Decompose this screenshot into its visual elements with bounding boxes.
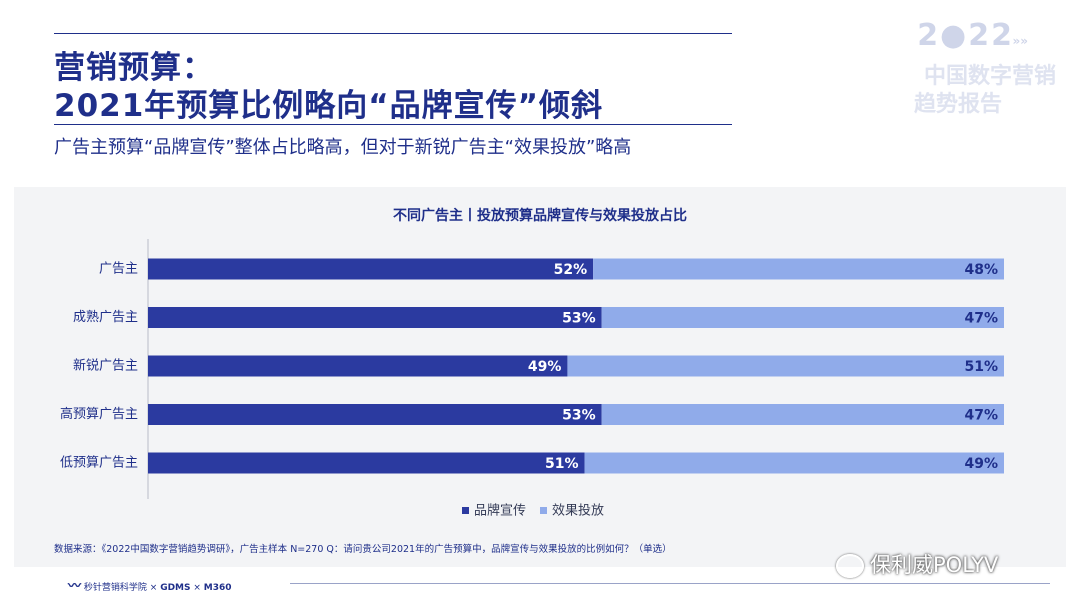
chart-panel: 不同广告主丨投放预算品牌宣传与效果投放占比 广告主 52% 48% 成熟广告主 53% 4…: [14, 187, 1066, 567]
brand-title-line2: 趋势报告: [913, 92, 1002, 117]
wechat-icon: [836, 554, 864, 578]
brand-year: 2●22: [917, 18, 1014, 53]
bar-brand: [148, 404, 602, 425]
logo-miaozhen: 秒针营销科学院: [83, 583, 147, 593]
chart-title: 不同广告主丨投放预算品牌宣传与效果投放占比: [393, 208, 687, 224]
data-label: 52%: [554, 262, 588, 278]
miaozhen-logo-icon: 〰: [68, 579, 82, 594]
bar-effect: [601, 404, 1004, 425]
brand-arrow-icon: »»: [1012, 34, 1028, 48]
data-label: 49%: [964, 456, 998, 472]
watermark: 保利威POLYV: [836, 549, 998, 579]
logo-separator: ×: [149, 583, 158, 593]
legend-swatch: [462, 507, 469, 514]
bar-brand: [148, 355, 568, 377]
category-label: 成熟广告主: [73, 309, 138, 325]
bar-brand: [148, 452, 585, 474]
logo-gdms: GDMS: [160, 583, 191, 593]
data-label: 53%: [562, 408, 596, 424]
stacked-bar-chart: 广告主 52% 48% 成熟广告主 53% 47% 新锐广告主 49% 51% 高预算广告主 53%…: [60, 239, 1004, 519]
data-label: 51%: [964, 359, 998, 375]
legend-label: 效果投放: [552, 503, 604, 519]
legend-label: 品牌宣传: [474, 503, 526, 519]
data-label: 47%: [964, 311, 998, 327]
category-label: 广告主: [99, 262, 138, 277]
data-label: 47%: [964, 408, 998, 424]
title-rule: [54, 124, 732, 125]
footer-logos: 〰 秒针营销科学院 × GDMS × M360: [68, 575, 232, 594]
data-label: 53%: [562, 311, 596, 327]
bar-brand: [148, 307, 602, 328]
bar-brand: [148, 258, 594, 280]
watermark-text: 保利威POLYV: [870, 553, 999, 577]
bar-effect: [601, 307, 1004, 328]
brand-title-line1: 中国数字营销: [923, 64, 1056, 89]
bar-effect: [584, 452, 1004, 474]
page-subtitle: 广告主预算“品牌宣传”整体占比略高，但对于新锐广告主“效果投放”略高: [54, 137, 632, 158]
bar-effect: [567, 355, 1004, 377]
page-title-line2: 2021年预算比例略向“品牌宣传”倾斜: [54, 88, 604, 124]
legend-swatch: [540, 507, 547, 514]
top-rule: [54, 33, 732, 34]
data-label: 49%: [528, 359, 562, 375]
bar-effect: [593, 258, 1004, 280]
footer-rule: [290, 583, 1050, 584]
source-note: 数据来源：《2022中国数字营销趋势调研》，广告主样本 N=270 Q：请问贵公…: [54, 544, 672, 555]
logo-m360: M360: [203, 583, 232, 593]
data-label: 48%: [964, 262, 998, 278]
category-label: 高预算广告主: [60, 406, 138, 422]
page-title-line1: 营销预算：: [54, 50, 214, 86]
category-label: 新锐广告主: [73, 358, 138, 374]
category-label: 低预算广告主: [60, 456, 138, 471]
data-label: 51%: [545, 456, 579, 472]
logo-separator: ×: [193, 583, 201, 593]
